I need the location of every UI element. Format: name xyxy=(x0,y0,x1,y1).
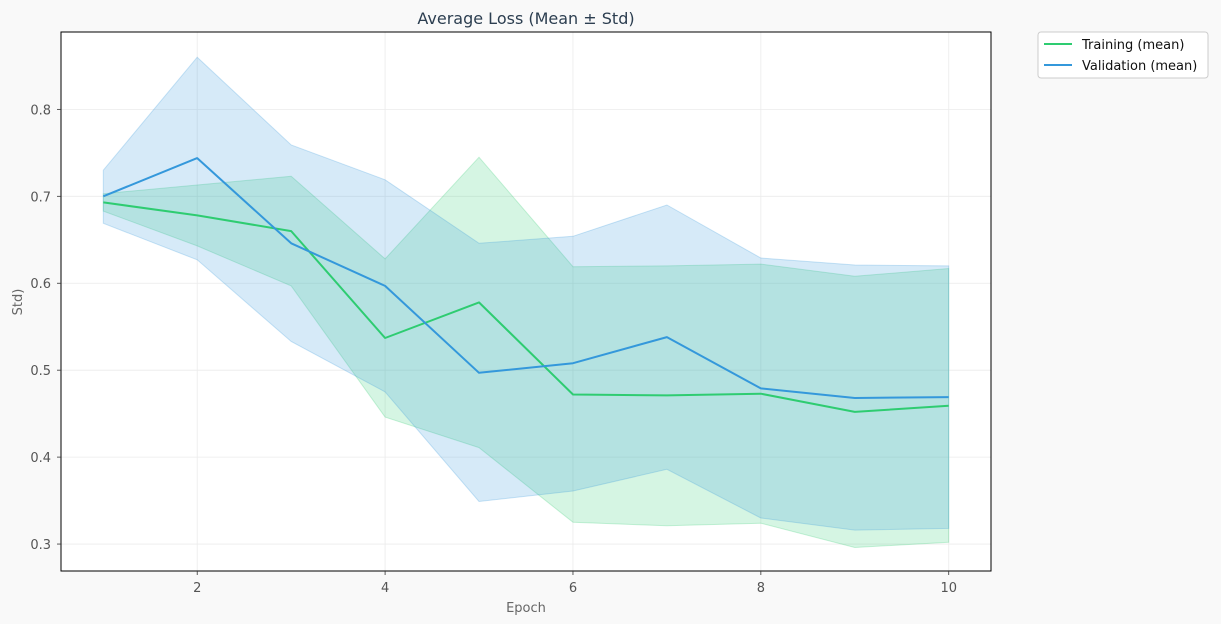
mean-line-training xyxy=(103,201,949,413)
legend-box xyxy=(1037,31,1209,79)
y-tick-label: 0.8 xyxy=(30,103,51,118)
x-tick-label: 2 xyxy=(193,581,201,596)
x-tick-label: 8 xyxy=(757,581,765,596)
mean-line-validation xyxy=(102,157,949,399)
y-tick-label: 0.4 xyxy=(30,451,51,466)
plot-background xyxy=(61,32,991,571)
y-tick-label: 0.5 xyxy=(30,364,51,379)
legend: Training (mean) Validation (mean) xyxy=(1037,31,1209,79)
chart-title: Average Loss (Mean ± Std) xyxy=(417,9,634,28)
y-axis-label: Std) xyxy=(11,289,26,316)
y-tick-label: 0.6 xyxy=(30,277,51,292)
y-tick-label: 0.3 xyxy=(30,538,51,553)
std-band-validation xyxy=(102,56,950,531)
plot-area: 2 4 6 8 10 0.3 0.4 0.5 0.6 0.7 0.8 xyxy=(30,31,992,596)
x-tick-label: 4 xyxy=(381,581,389,596)
legend-label: Training (mean) xyxy=(1081,38,1184,53)
x-tick-label: 6 xyxy=(569,581,577,596)
x-tick-label: 10 xyxy=(940,581,957,596)
legend-label: Validation (mean) xyxy=(1082,59,1197,74)
y-tick-label: 0.7 xyxy=(30,190,51,205)
x-axis-label: Epoch xyxy=(506,601,546,616)
plot-frame xyxy=(60,31,992,572)
